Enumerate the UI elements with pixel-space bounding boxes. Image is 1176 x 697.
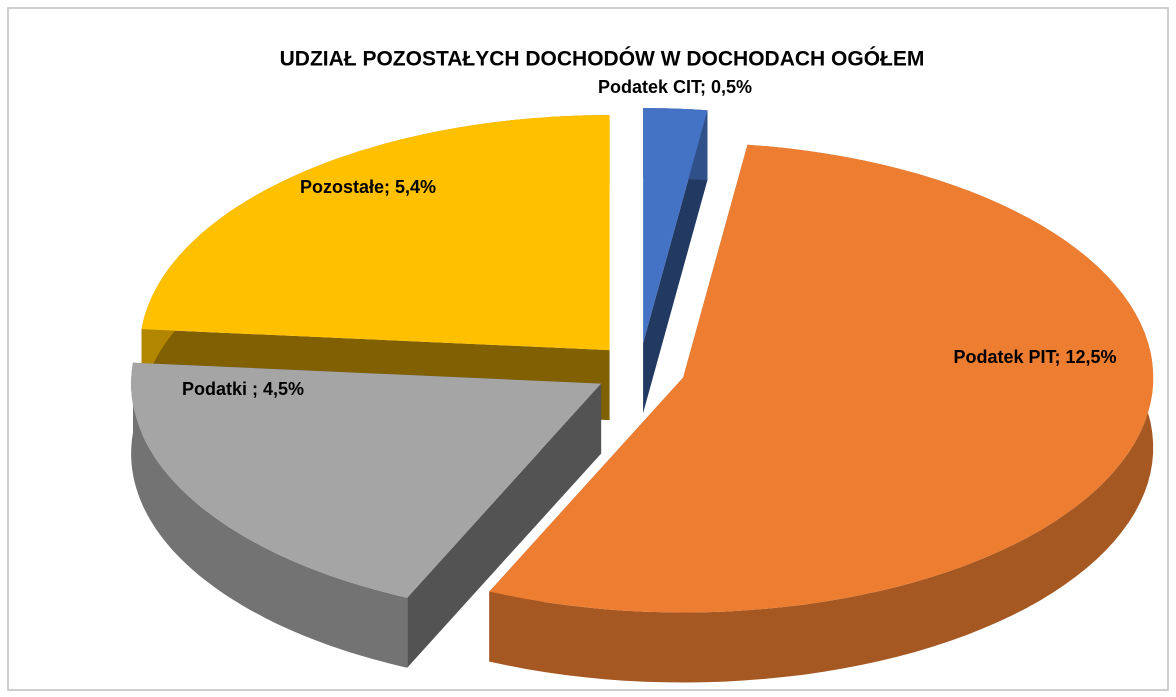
data-labels: Podatek CIT; 0,5% Podatek PIT; 12,5% Podat… (182, 77, 1117, 399)
chart-title: UDZIAŁ POZOSTAŁYCH DOCHODÓW W DOCHODACH … (280, 47, 925, 71)
slice (643, 108, 708, 344)
slice-tops (131, 108, 1154, 613)
data-label: Podatki ; 4,5% (182, 379, 304, 399)
slice-side (131, 362, 408, 668)
slice-side (643, 110, 708, 414)
slice (489, 144, 1154, 613)
slice (141, 115, 610, 351)
data-label: Pozostałe; 5,4% (300, 177, 436, 197)
data-label: Podatek CIT; 0,5% (598, 77, 752, 97)
slice-side (407, 383, 602, 668)
slice (131, 362, 602, 598)
slice-side (489, 144, 1154, 683)
data-label: Podatek PIT; 12,5% (953, 347, 1116, 367)
